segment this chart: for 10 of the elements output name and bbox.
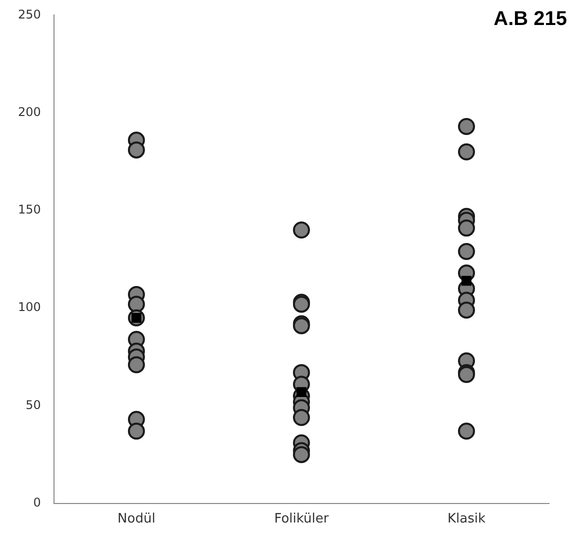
y-tick-label: 250: [18, 7, 41, 22]
chart-title: A.B 215: [494, 8, 567, 31]
y-tick-label: 100: [18, 300, 41, 314]
x-tick-label: Nodül: [118, 512, 156, 527]
x-tick-label: Klasik: [447, 512, 486, 527]
y-tick-label: 200: [18, 104, 41, 119]
x-tick-label: Foliküler: [274, 512, 330, 527]
y-tick-label: 50: [26, 398, 41, 412]
y-tick-label: 0: [33, 496, 41, 510]
y-tick-label: 150: [18, 202, 41, 217]
